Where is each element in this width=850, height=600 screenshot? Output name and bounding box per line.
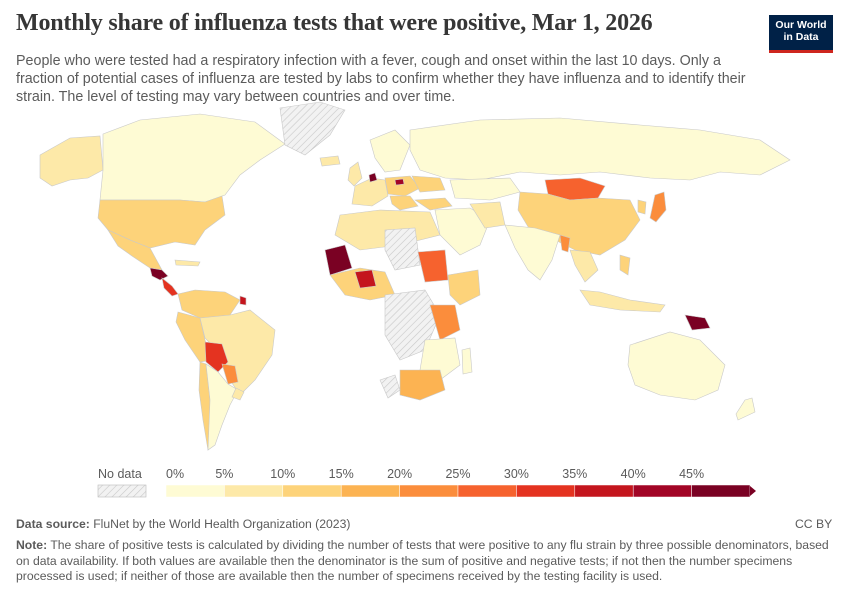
region-russia[interactable] [409, 117, 791, 181]
data-source-text[interactable]: FluNet by the World Health Organization … [93, 517, 351, 531]
legend-tick-label: 40% [621, 467, 646, 481]
region-kazakhstan[interactable] [449, 177, 521, 201]
legend-bin[interactable] [574, 484, 634, 498]
region-horn-of-africa[interactable] [447, 269, 481, 306]
world-map[interactable] [0, 100, 850, 460]
region-french-guiana[interactable] [239, 295, 247, 306]
legend-bin[interactable] [457, 484, 517, 498]
legend-arrow-tip [750, 486, 756, 496]
region-greenland [279, 101, 346, 156]
region-iceland[interactable] [319, 155, 341, 167]
region-libya-chad [384, 227, 421, 271]
data-source: Data source: FluNet by the World Health … [16, 517, 350, 531]
legend-no-data-swatch [97, 484, 147, 498]
region-india[interactable] [504, 224, 561, 281]
legend-bin[interactable] [340, 484, 400, 498]
legend-tick-label: 35% [562, 467, 587, 481]
region-alaska[interactable] [39, 135, 104, 187]
region-czechia[interactable] [394, 178, 405, 186]
legend-bin[interactable] [632, 484, 692, 498]
region-mali-burkina[interactable] [354, 269, 377, 289]
chart-subtitle: People who were tested had a respiratory… [16, 53, 746, 105]
region-central-america[interactable] [149, 267, 169, 281]
region-sudan[interactable] [417, 249, 449, 283]
legend-tick-label: 15% [329, 467, 354, 481]
note-label: Note: [16, 538, 48, 552]
region-antarctica-hidden [379, 374, 401, 399]
region-papua-new-guinea[interactable] [684, 314, 711, 331]
region-scandinavia[interactable] [369, 129, 411, 173]
region-belgium[interactable] [368, 172, 378, 183]
region-se-asia[interactable] [569, 249, 599, 283]
region-paraguay[interactable] [221, 363, 239, 385]
region-south-africa[interactable] [399, 369, 446, 401]
legend-no-data-label: No data [98, 467, 142, 481]
logo-line-2: in Data [783, 31, 819, 43]
legend-bin[interactable] [165, 484, 225, 498]
region-balkans[interactable] [389, 195, 419, 211]
legend-tick-label: 30% [504, 467, 529, 481]
chart-title: Monthly share of influenza tests that we… [16, 10, 653, 36]
region-new-zealand[interactable] [735, 397, 756, 421]
region-turkey[interactable] [414, 197, 453, 211]
region-cuba[interactable] [174, 259, 201, 267]
legend-tick-label: 20% [387, 467, 412, 481]
region-central-europe[interactable] [384, 175, 421, 197]
legend-bin[interactable] [399, 484, 459, 498]
data-source-label: Data source: [16, 517, 90, 531]
legend-bin[interactable] [691, 484, 751, 498]
license-label[interactable]: CC BY [795, 517, 833, 531]
region-uk[interactable] [347, 161, 363, 187]
legend-tick-label: 0% [166, 467, 184, 481]
note-text: The share of positive tests is calculate… [16, 538, 829, 583]
region-mauritania[interactable] [324, 244, 353, 276]
logo-line-1: Our World [775, 19, 827, 31]
legend-bin[interactable] [516, 484, 576, 498]
region-ukraine[interactable] [411, 175, 446, 193]
region-central-america-south[interactable] [161, 277, 179, 297]
chart-note: Note: The share of positive tests is cal… [16, 538, 836, 585]
region-australia[interactable] [627, 331, 726, 401]
legend-bin[interactable] [224, 484, 284, 498]
region-japan[interactable] [649, 191, 667, 223]
legend-tick-label: 10% [270, 467, 295, 481]
region-uruguay[interactable] [231, 387, 245, 401]
legend-tick-label: 5% [215, 467, 233, 481]
region-colombia-venezuela[interactable] [177, 289, 241, 319]
region-argentina[interactable] [205, 363, 239, 451]
region-canada[interactable] [99, 113, 286, 203]
region-korea[interactable] [637, 199, 647, 215]
region-myanmar[interactable] [559, 234, 571, 253]
region-southern-africa[interactable] [419, 337, 461, 381]
region-indonesia[interactable] [579, 289, 666, 313]
legend-tick-label: 45% [679, 467, 704, 481]
legend-bin[interactable] [282, 484, 342, 498]
owid-logo[interactable]: Our World in Data [769, 15, 833, 53]
region-madagascar[interactable] [461, 347, 473, 375]
legend-tick-label: 25% [445, 467, 470, 481]
region-east-africa[interactable] [429, 304, 461, 341]
region-philippines[interactable] [619, 254, 631, 276]
color-legend: No data 0% 5% 10% 15% 20% 25% 30% 35% 40% 45% [97, 467, 756, 498]
